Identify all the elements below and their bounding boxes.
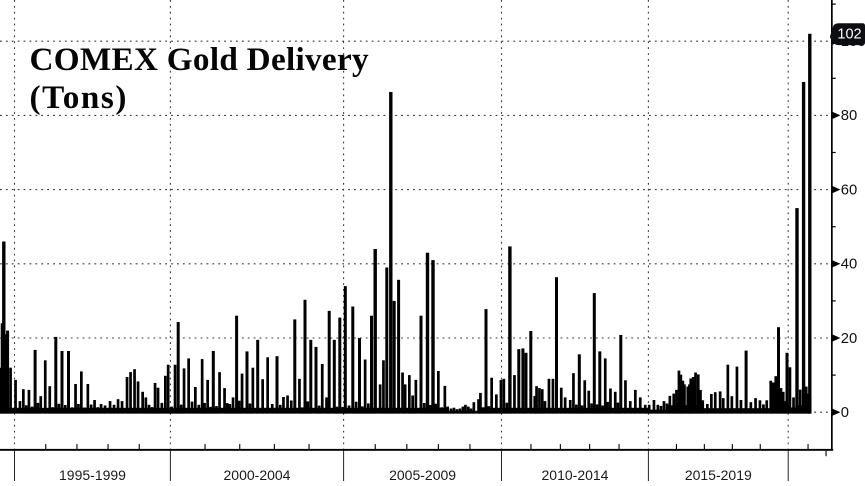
svg-text:2005-2009: 2005-2009 [389,467,456,481]
svg-text:2010-2014: 2010-2014 [542,467,609,481]
svg-text:80: 80 [841,108,857,124]
svg-text:60: 60 [841,182,857,198]
svg-text:1995-1999: 1995-1999 [59,467,126,481]
svg-text:0: 0 [841,405,849,421]
svg-text:COMEX Gold Delivery: COMEX Gold Delivery [30,41,369,78]
svg-text:2000-2004: 2000-2004 [224,467,291,481]
svg-text:(Tons): (Tons) [30,79,128,116]
svg-text:2015-2019: 2015-2019 [685,467,752,481]
svg-text:102: 102 [837,26,861,42]
svg-text:40: 40 [841,257,857,273]
svg-text:20: 20 [841,331,857,347]
